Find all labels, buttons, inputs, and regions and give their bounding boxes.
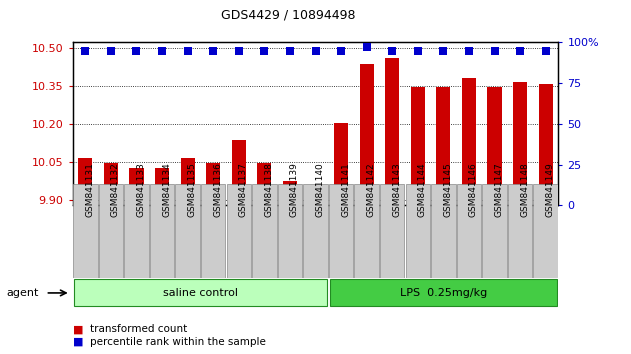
Point — [541, 48, 551, 53]
FancyBboxPatch shape — [482, 184, 507, 278]
FancyBboxPatch shape — [431, 184, 456, 278]
Point — [413, 48, 423, 53]
Bar — [360, 64, 374, 205]
Point — [310, 48, 321, 53]
Bar — [206, 163, 220, 205]
Text: GSM841133: GSM841133 — [136, 162, 146, 217]
FancyBboxPatch shape — [201, 184, 225, 278]
FancyBboxPatch shape — [278, 184, 302, 278]
Bar — [334, 122, 348, 205]
Bar — [180, 158, 195, 205]
Point — [285, 48, 295, 53]
Point — [157, 48, 167, 53]
FancyBboxPatch shape — [98, 184, 123, 278]
Point — [515, 48, 525, 53]
Bar — [488, 87, 502, 205]
Point — [387, 48, 398, 53]
Bar — [436, 87, 451, 205]
Bar — [129, 169, 143, 205]
Point — [131, 48, 141, 53]
Text: GSM841131: GSM841131 — [85, 162, 95, 217]
Text: GSM841135: GSM841135 — [187, 162, 197, 217]
Text: LPS  0.25mg/kg: LPS 0.25mg/kg — [399, 288, 487, 298]
Text: transformed count: transformed count — [90, 324, 187, 334]
Text: ■: ■ — [73, 337, 83, 347]
Point — [80, 48, 90, 53]
Text: GDS4429 / 10894498: GDS4429 / 10894498 — [221, 8, 355, 21]
FancyBboxPatch shape — [227, 184, 251, 278]
FancyBboxPatch shape — [406, 184, 430, 278]
Text: ■: ■ — [73, 324, 83, 334]
FancyBboxPatch shape — [304, 184, 327, 278]
Text: GSM841132: GSM841132 — [111, 162, 120, 217]
Bar — [309, 189, 322, 205]
Text: agent: agent — [6, 288, 38, 298]
Text: GSM841146: GSM841146 — [469, 162, 478, 217]
Point — [208, 48, 218, 53]
Point — [233, 48, 244, 53]
Point — [439, 48, 449, 53]
Point — [490, 48, 500, 53]
Bar — [385, 58, 399, 205]
Text: GSM841144: GSM841144 — [418, 162, 427, 217]
Text: saline control: saline control — [163, 288, 238, 298]
Text: percentile rank within the sample: percentile rank within the sample — [90, 337, 266, 347]
Bar — [78, 158, 92, 205]
Bar — [104, 163, 118, 205]
FancyBboxPatch shape — [124, 184, 149, 278]
FancyBboxPatch shape — [329, 279, 557, 307]
Text: GSM841136: GSM841136 — [213, 162, 222, 217]
FancyBboxPatch shape — [175, 184, 200, 278]
FancyBboxPatch shape — [73, 184, 98, 278]
Point — [464, 48, 474, 53]
FancyBboxPatch shape — [150, 184, 174, 278]
Text: GSM841134: GSM841134 — [162, 162, 171, 217]
Point — [336, 48, 346, 53]
FancyBboxPatch shape — [533, 184, 558, 278]
FancyBboxPatch shape — [457, 184, 481, 278]
Text: GSM841141: GSM841141 — [341, 162, 350, 217]
Point — [182, 48, 192, 53]
Bar — [283, 181, 297, 205]
Bar — [462, 78, 476, 205]
Text: GSM841148: GSM841148 — [520, 162, 529, 217]
FancyBboxPatch shape — [355, 184, 379, 278]
Text: GSM841140: GSM841140 — [316, 162, 324, 217]
Text: GSM841137: GSM841137 — [239, 162, 248, 217]
FancyBboxPatch shape — [74, 279, 327, 307]
Text: GSM841149: GSM841149 — [546, 162, 555, 217]
FancyBboxPatch shape — [252, 184, 276, 278]
Text: GSM841139: GSM841139 — [290, 162, 299, 217]
Point — [259, 48, 269, 53]
FancyBboxPatch shape — [329, 184, 353, 278]
Bar — [539, 85, 553, 205]
Point — [106, 48, 116, 53]
Text: GSM841145: GSM841145 — [444, 162, 452, 217]
Bar — [257, 163, 271, 205]
Text: GSM841142: GSM841142 — [367, 162, 375, 217]
Bar — [411, 87, 425, 205]
Point — [362, 45, 372, 50]
FancyBboxPatch shape — [380, 184, 404, 278]
Bar — [232, 141, 246, 205]
Bar — [513, 82, 527, 205]
Text: GSM841143: GSM841143 — [392, 162, 401, 217]
FancyBboxPatch shape — [508, 184, 533, 278]
Text: GSM841138: GSM841138 — [264, 162, 273, 217]
Text: GSM841147: GSM841147 — [495, 162, 504, 217]
Bar — [155, 169, 169, 205]
